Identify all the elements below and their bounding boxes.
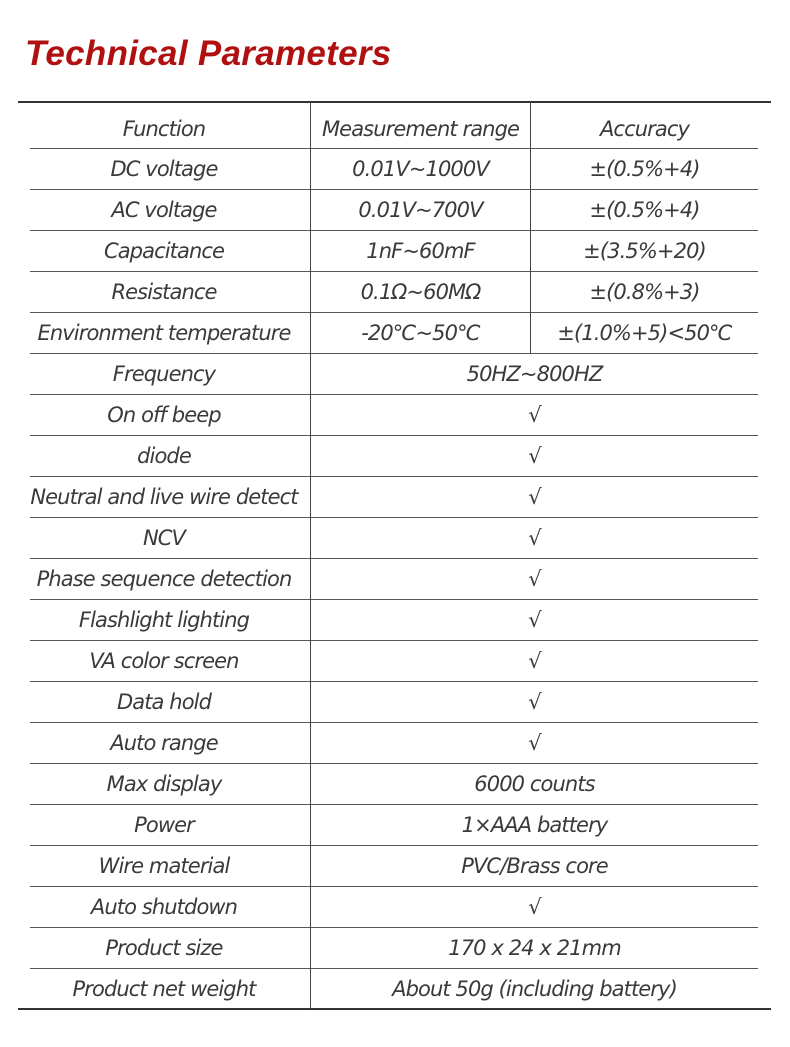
accuracy-cell: ±(0.5%+4) bbox=[589, 197, 700, 222]
function-cell: Environment temperature bbox=[37, 320, 292, 345]
row-divider bbox=[30, 517, 758, 518]
check-mark-cell: √ bbox=[528, 607, 541, 632]
row-divider bbox=[30, 189, 758, 190]
range-cell: 1nF~60mF bbox=[366, 238, 475, 263]
check-mark-cell: √ bbox=[528, 566, 541, 591]
column-divider bbox=[530, 102, 531, 353]
table-row: Auto range √ bbox=[0, 722, 790, 763]
table-row: Neutral and live wire detect √ bbox=[0, 476, 790, 517]
accuracy-cell: ±(1.0%+5)<50℃ bbox=[557, 320, 732, 345]
table-header-row: Function Measurement range Accuracy bbox=[0, 102, 790, 148]
page-title: Technical Parameters bbox=[25, 34, 392, 73]
function-cell: Frequency bbox=[112, 361, 216, 386]
accuracy-cell: ±(0.8%+3) bbox=[589, 279, 700, 304]
row-divider bbox=[30, 599, 758, 600]
row-divider bbox=[30, 353, 758, 354]
function-cell: Product net weight bbox=[72, 976, 257, 1001]
row-divider bbox=[30, 435, 758, 436]
row-divider bbox=[30, 148, 758, 149]
value-cell: 6000 counts bbox=[474, 771, 595, 796]
row-divider bbox=[30, 927, 758, 928]
accuracy-cell: ±(0.5%+4) bbox=[589, 156, 700, 181]
row-divider bbox=[30, 968, 758, 969]
function-cell: Phase sequence detection bbox=[36, 566, 293, 591]
check-mark-cell: √ bbox=[528, 894, 541, 919]
check-mark-cell: √ bbox=[528, 484, 541, 509]
table-row: Wire material PVC/Brass core bbox=[0, 845, 790, 886]
row-divider bbox=[30, 394, 758, 395]
function-cell: NCV bbox=[142, 525, 186, 550]
row-divider bbox=[30, 312, 758, 313]
table-row: On off beep √ bbox=[0, 394, 790, 435]
range-cell: 0.1Ω~60MΩ bbox=[360, 279, 482, 304]
row-divider bbox=[30, 271, 758, 272]
row-divider bbox=[30, 681, 758, 682]
row-divider bbox=[30, 722, 758, 723]
row-divider bbox=[30, 886, 758, 887]
function-cell: Max display bbox=[106, 771, 223, 796]
table-row: AC voltage 0.01V~700V ±(0.5%+4) bbox=[0, 189, 790, 230]
row-divider bbox=[30, 845, 758, 846]
table-row: DC voltage 0.01V~1000V ±(0.5%+4) bbox=[0, 148, 790, 189]
function-cell: Capacitance bbox=[103, 238, 225, 263]
table-row: Phase sequence detection √ bbox=[0, 558, 790, 599]
table-row: Product net weight About 50g (including b… bbox=[0, 968, 790, 1009]
table-row: Resistance 0.1Ω~60MΩ ±(0.8%+3) bbox=[0, 271, 790, 312]
value-cell: 1×AAA battery bbox=[461, 812, 609, 837]
value-cell: About 50g (including battery) bbox=[392, 976, 678, 1001]
check-mark-cell: √ bbox=[528, 689, 541, 714]
check-mark-cell: √ bbox=[528, 402, 541, 427]
function-cell: diode bbox=[137, 443, 192, 468]
header-cell: Accuracy bbox=[599, 117, 690, 141]
accuracy-cell: ±(3.5%+20) bbox=[583, 238, 707, 263]
function-cell: Auto shutdown bbox=[90, 894, 238, 919]
row-divider bbox=[30, 804, 758, 805]
value-cell: PVC/Brass core bbox=[461, 853, 608, 878]
function-cell: Product size bbox=[105, 935, 223, 960]
header-cell: Measurement range bbox=[321, 117, 520, 141]
table-row: Frequency 50HZ~800HZ bbox=[0, 353, 790, 394]
row-divider bbox=[30, 230, 758, 231]
table-row: Product size 170 x 24 x 21mm bbox=[0, 927, 790, 968]
function-cell: Neutral and live wire detect bbox=[30, 484, 298, 509]
function-cell: Data hold bbox=[116, 689, 212, 714]
value-cell: 50HZ~800HZ bbox=[466, 361, 604, 386]
function-cell: Resistance bbox=[111, 279, 217, 304]
check-mark-cell: √ bbox=[528, 443, 541, 468]
table-row: diode √ bbox=[0, 435, 790, 476]
table-top-rule bbox=[18, 101, 771, 103]
row-divider bbox=[30, 763, 758, 764]
column-divider bbox=[310, 102, 311, 1009]
value-cell: 170 x 24 x 21mm bbox=[448, 935, 621, 960]
function-cell: AC voltage bbox=[111, 197, 217, 222]
function-cell: Flashlight lighting bbox=[78, 607, 250, 632]
header-cell: Function bbox=[122, 117, 206, 141]
function-cell: VA color screen bbox=[89, 648, 239, 673]
range-cell: -20℃~50℃ bbox=[361, 320, 480, 345]
table-row: NCV √ bbox=[0, 517, 790, 558]
table-row: Flashlight lighting √ bbox=[0, 599, 790, 640]
row-divider bbox=[30, 476, 758, 477]
check-mark-cell: √ bbox=[528, 525, 541, 550]
function-cell: Auto range bbox=[110, 730, 218, 755]
row-divider bbox=[30, 640, 758, 641]
function-cell: Power bbox=[134, 812, 195, 837]
check-mark-cell: √ bbox=[528, 730, 541, 755]
row-divider bbox=[30, 558, 758, 559]
table-row: VA color screen √ bbox=[0, 640, 790, 681]
table-bottom-rule bbox=[18, 1008, 771, 1010]
function-cell: DC voltage bbox=[110, 156, 219, 181]
table-row: Auto shutdown √ bbox=[0, 886, 790, 927]
range-cell: 0.01V~700V bbox=[358, 197, 483, 222]
check-mark-cell: √ bbox=[528, 648, 541, 673]
function-cell: On off beep bbox=[107, 402, 221, 427]
table-row: Data hold √ bbox=[0, 681, 790, 722]
table-row: Capacitance 1nF~60mF ±(3.5%+20) bbox=[0, 230, 790, 271]
table-row: Power 1×AAA battery bbox=[0, 804, 790, 845]
table-row: Environment temperature -20℃~50℃ ±(1.0%+5)… bbox=[0, 312, 790, 353]
function-cell: Wire material bbox=[98, 853, 231, 878]
range-cell: 0.01V~1000V bbox=[352, 156, 490, 181]
table-row: Max display 6000 counts bbox=[0, 763, 790, 804]
